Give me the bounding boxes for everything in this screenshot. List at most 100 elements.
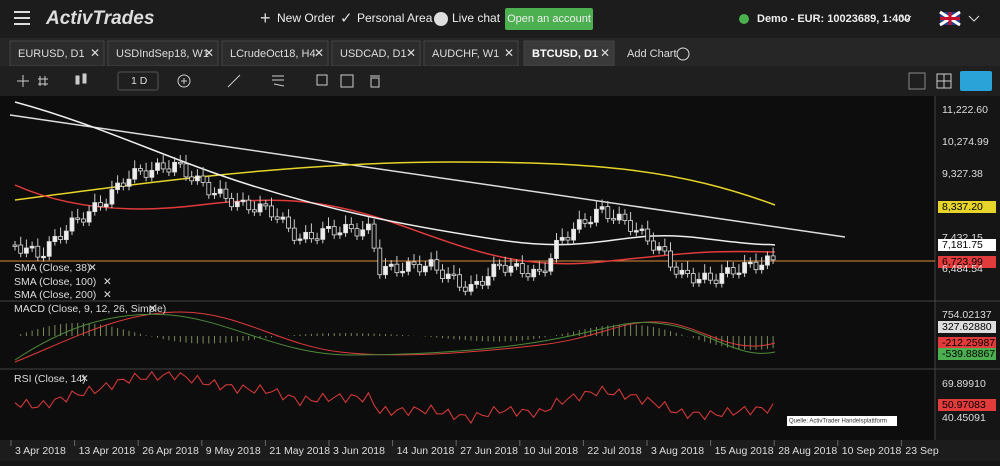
rsi-label: RSI (Close, 14): [14, 373, 86, 385]
candle: [246, 199, 252, 211]
candle: [234, 201, 240, 208]
tab-close[interactable]: ✕: [600, 46, 610, 60]
candle: [428, 259, 434, 267]
date-label: 10 Jul 2018: [524, 445, 578, 457]
candle: [708, 272, 713, 281]
candle: [554, 239, 559, 259]
candle: [531, 268, 537, 278]
candle: [149, 169, 155, 178]
date-label: 14 Jun 2018: [397, 445, 455, 457]
remove-indicator[interactable]: ✕: [148, 303, 157, 315]
candle: [747, 261, 753, 265]
axes: 11,222.6010,274.999,327.388,337.207,432.…: [10, 104, 996, 457]
candle: [559, 236, 565, 241]
candle: [417, 263, 423, 273]
remove-indicator[interactable]: ✕: [80, 373, 89, 385]
chat-icon: [434, 12, 448, 26]
candle: [679, 269, 685, 275]
tab[interactable]: [331, 40, 421, 67]
candle: [514, 263, 519, 267]
axis-label: 8,337.20: [942, 201, 983, 213]
tabs: EURUSD, D1 ✕ USDIndSep18, W1✕ LCrudeOct18, …: [9, 40, 690, 67]
candle: [320, 228, 326, 240]
cloud-button[interactable]: [960, 71, 992, 91]
candle: [269, 205, 274, 218]
price-tag: [938, 348, 996, 360]
date-label: 3 Aug 2018: [651, 445, 704, 457]
candle: [742, 262, 747, 274]
account-info[interactable]: Demo - EUR: 10023689, 1:400: [757, 13, 910, 25]
candle: [297, 238, 303, 241]
candle: [41, 255, 46, 259]
candle: [377, 247, 383, 276]
remove-indicator[interactable]: ✕: [103, 276, 112, 288]
axis-label: -539.88867: [942, 348, 995, 360]
plus-icon: +: [260, 8, 271, 28]
sma-38: [14, 101, 776, 246]
candle: [662, 246, 668, 252]
candle: [263, 203, 269, 207]
candle: [58, 235, 63, 240]
tab[interactable]: [221, 40, 329, 67]
candle: [155, 162, 160, 171]
personal-area[interactable]: Personal Area: [357, 11, 433, 25]
candle: [172, 161, 178, 173]
candle: [18, 244, 24, 254]
date-label: 10 Sep 2018: [842, 445, 902, 457]
remove-indicator[interactable]: ✕: [88, 262, 97, 274]
candle: [400, 270, 406, 274]
tab-label: USDCAD, D1: [340, 48, 407, 60]
candle: [622, 213, 628, 222]
candle: [588, 221, 594, 225]
tab-close[interactable]: ✕: [314, 46, 324, 60]
candle: [280, 216, 286, 220]
live-chat[interactable]: Live chat: [452, 11, 501, 25]
candle: [388, 263, 394, 267]
candle: [12, 244, 18, 247]
menu-icon[interactable]: [14, 11, 30, 25]
tab-label: LCrudeOct18, H4: [230, 48, 316, 60]
sma-200: [14, 161, 776, 206]
date-label: 3 Apr 2018: [15, 445, 66, 457]
candle: [594, 208, 599, 223]
candle: [120, 182, 126, 187]
candle: [565, 236, 571, 241]
logo: ActivTrades: [45, 8, 154, 29]
add-chart[interactable]: Add Chart: [627, 48, 677, 60]
date-label: 13 Apr 2018: [79, 445, 136, 457]
candle: [457, 274, 463, 288]
candle: [81, 218, 86, 223]
axis-label: 50.97083: [942, 399, 986, 411]
indicator-label: SMA (Close, 100): [14, 276, 96, 288]
tab[interactable]: [107, 40, 219, 67]
axis-label: -212.25987: [942, 337, 995, 349]
tab[interactable]: [423, 40, 519, 67]
candle: [582, 219, 588, 224]
tab-close[interactable]: ✕: [90, 46, 100, 60]
candle: [411, 261, 417, 265]
price-tag: [938, 239, 996, 251]
interval[interactable]: 1 D: [131, 75, 148, 87]
candle: [548, 258, 554, 272]
candle: [115, 182, 120, 190]
candle: [451, 273, 457, 276]
candle: [331, 226, 337, 236]
tab-close[interactable]: ✕: [406, 46, 416, 60]
new-order[interactable]: New Order: [277, 11, 335, 25]
watermark: Quelle: ActivTrader Handelsplattform: [789, 419, 887, 425]
tab-close[interactable]: ✕: [204, 46, 214, 60]
candle: [394, 263, 400, 274]
price-tag: [938, 337, 996, 349]
open-account-button[interactable]: [505, 8, 593, 30]
candle: [360, 229, 366, 237]
chevron: [968, 15, 980, 22]
add-chart-icon[interactable]: [676, 47, 690, 61]
tab-close[interactable]: ✕: [504, 46, 514, 60]
watermark-box: [787, 416, 897, 426]
remove-indicator[interactable]: ✕: [103, 289, 112, 301]
candle: [240, 199, 246, 203]
rsi-line: [14, 370, 774, 425]
candle: [753, 261, 759, 271]
candle: [92, 202, 98, 213]
